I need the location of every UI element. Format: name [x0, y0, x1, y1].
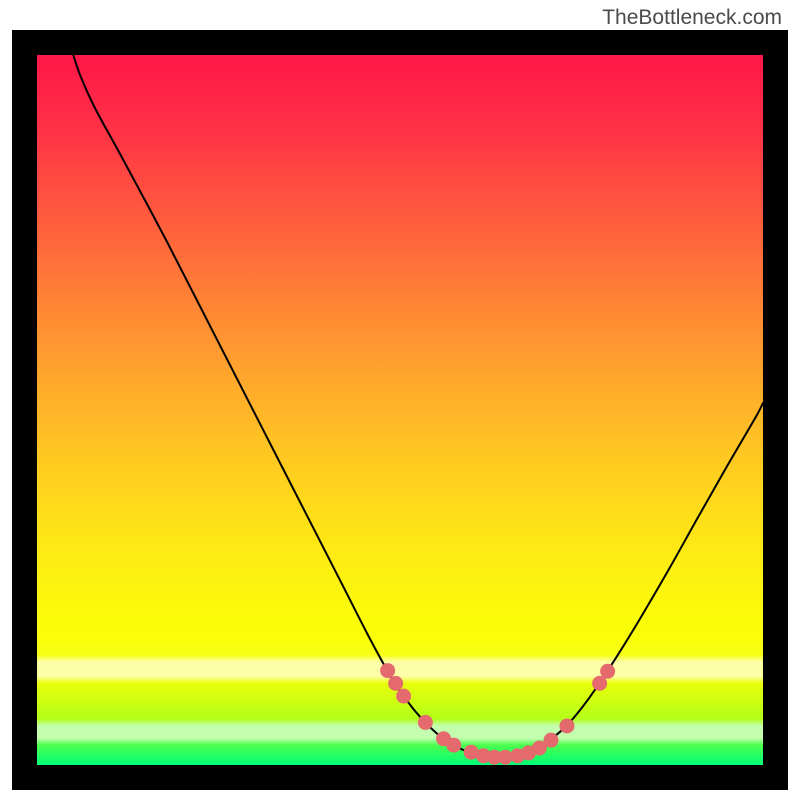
chart-container: TheBottleneck.com: [0, 0, 800, 800]
chart-frame: [12, 30, 788, 790]
